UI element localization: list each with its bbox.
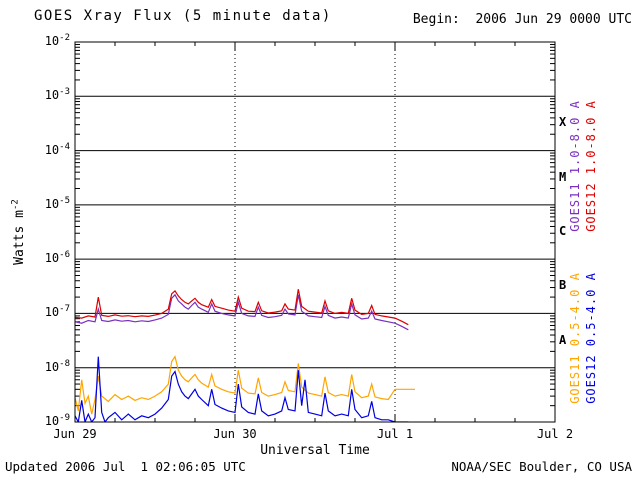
- y-tick-label-10e-4: 10-4: [44, 141, 70, 157]
- series-goes12-1-0-8-0-a: [75, 289, 409, 326]
- x-axis-label: Universal Time: [260, 443, 370, 458]
- updated-timestamp: Updated 2006 Jul 1 02:06:05 UTC: [5, 459, 246, 474]
- source-credit: NOAA/SEC Boulder, CO USA: [451, 459, 632, 474]
- plot-title: GOES Xray Flux (5 minute data): [34, 8, 332, 24]
- flux-class-label-x: X: [559, 115, 567, 130]
- begin-timestamp: Begin: 2006 Jun 29 0000 UTC: [412, 12, 632, 27]
- y-tick-label-10e-5: 10-5: [44, 195, 70, 211]
- plot-border: [74, 41, 556, 423]
- y-tick-label-10e-2: 10-2: [44, 33, 70, 48]
- x-tick-label-jun-29: Jun 29: [53, 427, 97, 441]
- y-tick-label-10e-7: 10-7: [44, 304, 70, 320]
- y-axis-label: Watts m-2: [7, 132, 28, 332]
- x-tick-label-jun-30: Jun 30: [213, 427, 257, 441]
- flux-class-label-a: A: [559, 332, 567, 347]
- flux-class-label-c: C: [559, 224, 567, 238]
- series-goes12-0-5-4-0-a: [75, 356, 409, 422]
- flux-class-label-m: M: [559, 169, 567, 184]
- y-tick-label-10e-9: 10-9: [44, 413, 70, 428]
- y-tick-label-10e-8: 10-8: [44, 358, 70, 374]
- x-tick-label-jul-2: Jul 2: [536, 427, 574, 441]
- flux-class-label-b: B: [559, 278, 567, 293]
- y-tick-label-10e-6: 10-6: [44, 250, 70, 266]
- y-tick-label-10e-3: 10-3: [44, 87, 70, 103]
- legend-goes12-0-5-4-0-a: GOES12 0.5-4.0 A: [584, 272, 598, 404]
- legend-goes12-1-0-8-0-a: GOES12 1.0-8.0 A: [584, 100, 598, 232]
- legend-goes11-1-0-8-0-a: GOES11 1.0-8.0 A: [568, 100, 582, 232]
- x-tick-label-jul-1: Jul 1: [376, 427, 414, 441]
- series-goes11-0-5-4-0-a: [75, 355, 415, 415]
- legend-goes11-0-5-4-0-a: GOES11 0.5-4.0 A: [568, 272, 582, 404]
- series-goes11-1-0-8-0-a: [75, 293, 409, 331]
- y-axis-label-text: Watts m-2: [11, 199, 28, 265]
